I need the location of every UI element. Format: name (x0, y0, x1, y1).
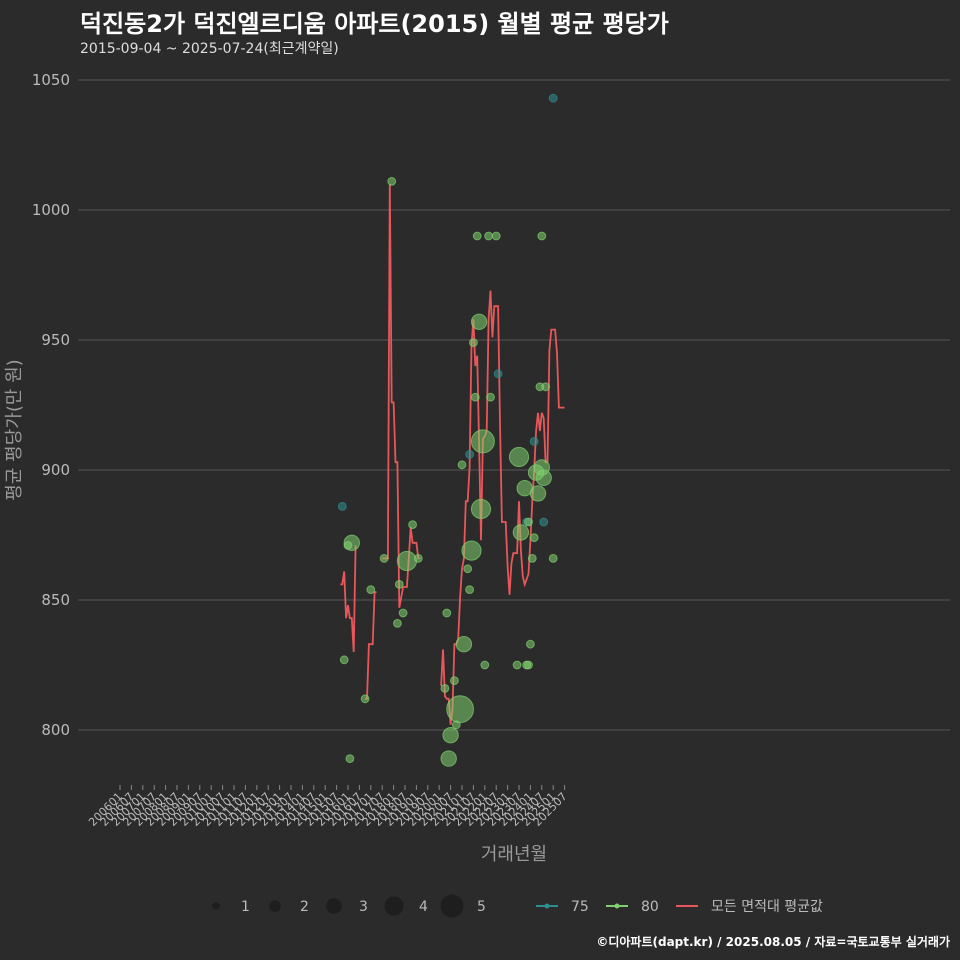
legend-size-label-2: 2 (300, 899, 309, 915)
legend-size-dot-1 (212, 902, 220, 910)
scatter-point (527, 554, 537, 563)
y-axis-title: 평균 평당가(만 원) (4, 359, 25, 500)
scatter-point (440, 684, 450, 693)
y-tick-labels: 800 850 900 950 1000 1050 (32, 71, 70, 739)
legend-size-label-5: 5 (477, 899, 486, 915)
x-tick-labels: 2006012006072007012007072008012008072009… (86, 785, 570, 829)
chart-title: 덕진동2가 덕진엘르디움 아파트(2015) 월별 평균 평당가 (80, 10, 669, 38)
scatter-point (450, 676, 459, 685)
scatter-point (396, 550, 417, 572)
scatter-point (339, 655, 349, 665)
legend: 1 2 3 4 5 75 80 모든 면적대 평균값 (212, 894, 823, 918)
scatter-point (470, 498, 492, 520)
legend-size-dot-3 (326, 898, 342, 914)
scatter-point (393, 619, 402, 628)
scatter-point (486, 392, 495, 402)
scatter-point (529, 485, 547, 502)
scatter-point (366, 585, 376, 594)
scatter-point (461, 540, 482, 561)
scatter-point (446, 695, 475, 724)
scatter-point (394, 580, 404, 589)
legend-size-dot-2 (269, 900, 281, 912)
grid-lines (78, 79, 950, 731)
scatter-point (469, 338, 478, 348)
scatter-point (337, 502, 347, 511)
y-tick-850: 850 (41, 591, 70, 609)
scatter-point (360, 694, 370, 704)
average-line-segment-0 (340, 545, 357, 653)
scatter-point (455, 636, 473, 653)
chart-subtitle: 2015-09-04 ~ 2025-07-24(최근계약일) (80, 41, 339, 57)
scatter-point (470, 313, 488, 330)
scatter-point (508, 446, 530, 468)
scatter-point (512, 660, 522, 670)
scatter-point (398, 608, 408, 618)
legend-series-dot-0 (544, 903, 550, 909)
average-line (340, 183, 565, 725)
legend-size-label-1: 1 (241, 899, 250, 915)
scatter-point (491, 231, 501, 241)
scatter-point (463, 564, 473, 574)
average-line-segment-2 (382, 183, 421, 608)
legend-series-label-2: 모든 면적대 평균값 (711, 899, 823, 915)
scatter-point (465, 450, 475, 459)
y-tick-950: 950 (41, 331, 70, 349)
scatter-point (345, 754, 355, 763)
footer-credit: ©디아파트(dapt.kr) / 2025.08.05 / 자료=국토교통부 실… (596, 935, 950, 949)
scatter-point (440, 750, 457, 767)
scatter-point (470, 392, 480, 402)
scatter-point (529, 533, 539, 542)
legend-size-dot-4 (384, 896, 404, 916)
scatter-point (413, 554, 423, 563)
scatter-point (524, 660, 533, 670)
y-tick-1000: 1000 (32, 201, 70, 219)
scatter-point (408, 520, 418, 529)
scatter-point (524, 517, 533, 527)
legend-size-label-3: 3 (359, 899, 368, 915)
scatter-point (484, 231, 494, 241)
scatter-point (539, 517, 549, 527)
scatter-point (470, 429, 495, 454)
scatter-point (465, 585, 475, 594)
scatter-point (343, 534, 360, 551)
x-axis-title: 거래년월 (481, 844, 547, 865)
scatter-point (387, 177, 397, 186)
scatter-point (493, 369, 503, 379)
scatter-point (541, 382, 550, 392)
scatter-point (535, 469, 552, 486)
scatter-point (548, 554, 558, 563)
y-tick-1050: 1050 (32, 71, 70, 89)
scatter-point (442, 608, 452, 618)
scatter-point (529, 437, 539, 446)
scatter-points (337, 93, 558, 767)
legend-series-dot-1 (614, 903, 620, 909)
legend-series-label-0: 75 (571, 899, 589, 915)
legend-size-dot-5 (440, 894, 464, 918)
legend-series-label-1: 80 (641, 899, 659, 915)
legend-size-label-4: 4 (419, 899, 428, 915)
scatter-point (379, 554, 389, 563)
y-tick-800: 800 (41, 721, 70, 739)
average-line-segment-1 (365, 591, 377, 700)
scatter-point (537, 231, 547, 241)
y-tick-900: 900 (41, 461, 70, 479)
scatter-point (472, 231, 482, 241)
scatter-point (442, 727, 459, 744)
scatter-point (457, 460, 467, 470)
scatter-point (526, 639, 535, 649)
scatter-point (512, 524, 530, 541)
scatter-point (480, 660, 490, 670)
scatter-point (548, 93, 558, 103)
average-line-segment-3 (440, 290, 565, 725)
